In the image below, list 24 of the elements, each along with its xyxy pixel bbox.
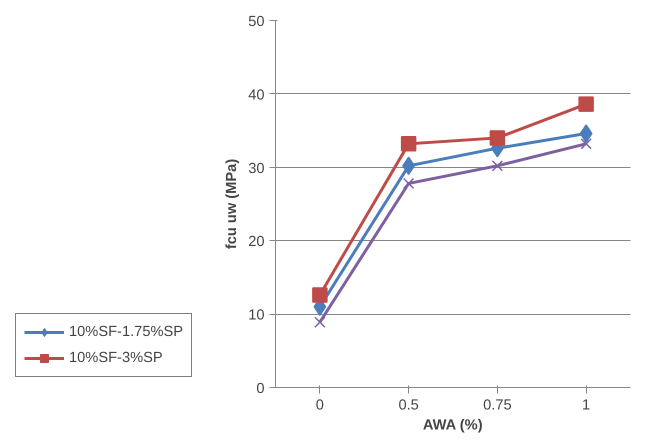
x-axis-title: AWA (%) bbox=[422, 418, 483, 434]
y-tick-label: 0 bbox=[256, 381, 265, 397]
x-tick-label: 0 bbox=[316, 398, 324, 414]
y-tick-label: 10 bbox=[248, 308, 265, 324]
point bbox=[312, 287, 328, 303]
legend-label: 10%SF-1.75%SP bbox=[69, 324, 184, 340]
x-tick-label: 0.75 bbox=[483, 398, 512, 414]
point bbox=[400, 136, 416, 152]
y-tick-label: 30 bbox=[248, 160, 265, 177]
point bbox=[402, 156, 416, 176]
point bbox=[402, 178, 414, 190]
point bbox=[578, 96, 594, 112]
y-tick-label: 40 bbox=[248, 87, 265, 104]
point bbox=[580, 124, 593, 143]
point bbox=[314, 316, 326, 328]
legend-label: 10%SF-3%SP bbox=[69, 350, 163, 366]
y-tick-label: 20 bbox=[248, 234, 265, 250]
x-tick-label: 1 bbox=[582, 398, 590, 414]
x-tick-label: 0.5 bbox=[398, 398, 419, 414]
point bbox=[490, 130, 506, 146]
y-tick-label: 50 bbox=[248, 14, 265, 30]
y-axis-title: fcu uw (MPa) bbox=[224, 158, 240, 250]
point bbox=[580, 138, 592, 150]
point bbox=[492, 160, 504, 172]
